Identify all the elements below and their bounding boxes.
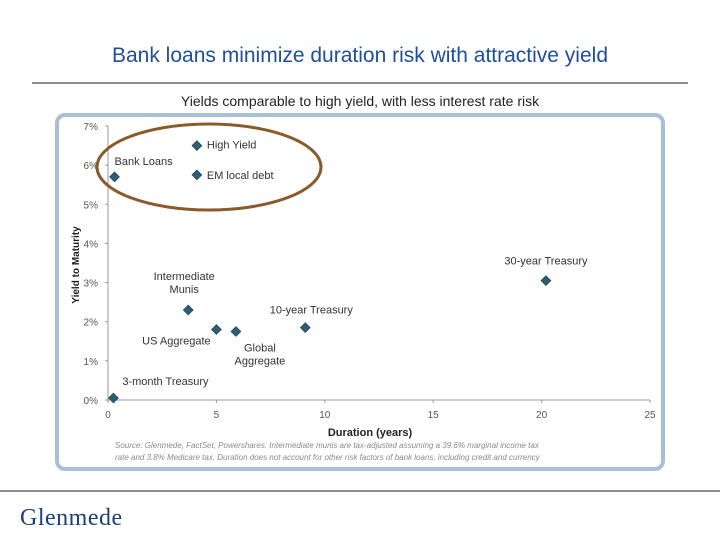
x-tick-label: 5 xyxy=(214,410,220,421)
data-point xyxy=(211,324,222,335)
slide-title: Bank loans minimize duration risk with a… xyxy=(111,44,609,67)
data-point xyxy=(191,140,203,151)
y-tick-label: 0% xyxy=(84,396,99,407)
point-label: Global Aggregate xyxy=(235,343,286,368)
data-point xyxy=(108,392,119,404)
y-axis-label: Yield to Maturity xyxy=(71,226,82,304)
slide-subtitle: Yields comparable to high yield, with le… xyxy=(180,93,540,109)
chart-axes xyxy=(107,126,650,401)
x-tick-label: 20 xyxy=(536,410,548,421)
y-tick-label: 7% xyxy=(84,122,99,133)
data-point xyxy=(191,169,203,181)
data-points xyxy=(108,140,552,404)
point-label: 3-month Treasury xyxy=(122,376,209,388)
y-tick-label: 2% xyxy=(84,318,99,329)
y-tick-label: 4% xyxy=(84,239,99,250)
x-tick-label: 10 xyxy=(319,410,331,421)
point-label: 30-year Treasury xyxy=(504,256,588,268)
point-label: Bank Loans xyxy=(115,156,174,168)
data-point xyxy=(230,326,242,337)
highlight-circle xyxy=(95,122,323,212)
point-label: 10-year Treasury xyxy=(270,305,354,317)
x-tick-label: 0 xyxy=(105,410,111,421)
y-axis-ticks: 0% 1% 2% 3% 4% 5% 6% 7% xyxy=(84,122,108,407)
x-axis-ticks: 0 5 10 15 20 25 xyxy=(105,400,656,421)
chart-panel xyxy=(55,113,665,471)
glenmede-logo: Glenmede xyxy=(20,505,123,531)
y-tick-label: 5% xyxy=(84,200,99,211)
data-point xyxy=(182,304,194,316)
x-tick-label: 25 xyxy=(644,410,656,421)
x-tick-label: 15 xyxy=(428,410,440,421)
point-label: US Aggregate xyxy=(142,336,211,348)
y-tick-label: 1% xyxy=(84,357,99,368)
point-label: High Yield xyxy=(207,140,257,152)
footnote-line-2: rate and 3.8% Medicare tax. Duration doe… xyxy=(115,453,541,462)
x-axis-label: Duration (years) xyxy=(328,427,413,439)
data-point xyxy=(299,322,311,333)
data-point xyxy=(109,171,120,183)
y-tick-label: 6% xyxy=(84,161,99,172)
y-tick-label: 3% xyxy=(84,279,99,290)
point-label: EM local debt xyxy=(207,170,274,182)
data-point xyxy=(540,275,552,286)
title-divider xyxy=(32,82,688,84)
footnote-line-1: Source: Glenmede, FactSet, Powershares. … xyxy=(115,441,540,450)
point-labels: High Yield EM local debt Bank Loans 30-year… xyxy=(115,140,588,388)
point-label: Intermediate Munis xyxy=(154,271,215,296)
footer-divider xyxy=(0,490,720,492)
